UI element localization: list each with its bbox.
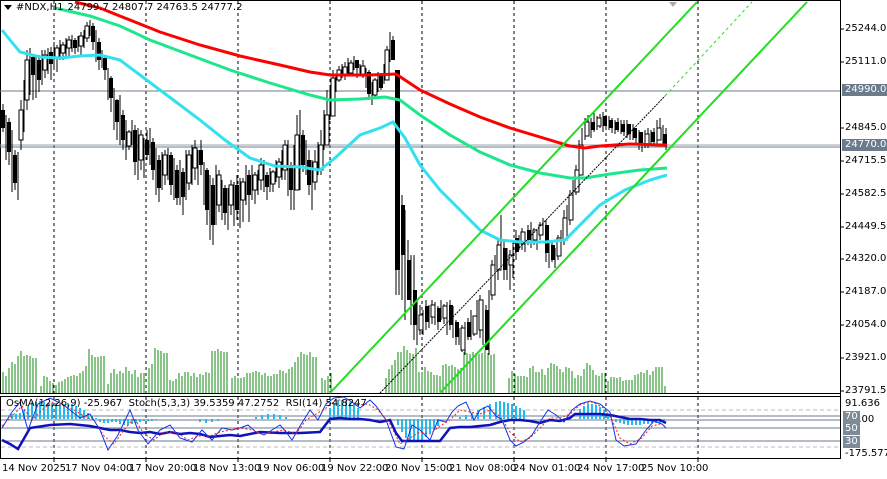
channel-middle-line <box>379 95 666 394</box>
price-label: 24715.5 <box>845 155 887 166</box>
ma-cyan-line[interactable] <box>0 29 668 244</box>
time-label: 24 Nov 01:00 <box>513 463 581 474</box>
time-label: 17 Nov 04:00 <box>65 463 133 474</box>
price-label: 24320.0 <box>845 253 887 264</box>
volume-bars <box>2 346 666 393</box>
price-label: 25244.0 <box>845 23 887 34</box>
osc-axis-bottom: -175.577 <box>845 448 887 459</box>
price-label: 23791.5 <box>845 385 887 396</box>
level-tag-70: 70 <box>843 411 860 423</box>
time-axis-ticks <box>53 458 699 462</box>
rsi-label: RSI(14) 54.8247 <box>285 398 367 409</box>
ohlc-values: 24799.7 24807.7 24763.5 24777.2 <box>67 2 243 13</box>
collapse-triangle-icon[interactable] <box>4 5 12 10</box>
time-label: 14 Nov 2025 <box>2 463 67 474</box>
time-label: 20 Nov 15:00 <box>385 463 453 474</box>
indicator-legend: OsMA(12,26,9) -25.967 Stoch(5,3,3) 39.53… <box>6 398 367 409</box>
chart-shift-marker-icon[interactable] <box>669 2 677 7</box>
candle-bodies <box>1 25 667 351</box>
level-tag-50: 50 <box>843 423 860 435</box>
chart-title-bar: #NDX,H1 24799.7 24807.7 24763.5 24777.2 <box>4 2 242 13</box>
price-label: 24449.5 <box>845 221 887 232</box>
time-label: 21 Nov 08:00 <box>449 463 517 474</box>
price-label: 25111.0 <box>845 56 887 67</box>
price-label: 24054.0 <box>845 319 887 330</box>
time-label: 25 Nov 10:00 <box>641 463 709 474</box>
level-tag-24770[interactable]: 24770.0 <box>842 139 887 151</box>
rsi-line <box>1 412 667 451</box>
time-label: 19 Nov 06:00 <box>257 463 325 474</box>
ma-green-line[interactable] <box>54 6 668 180</box>
time-label: 17 Nov 20:00 <box>129 463 197 474</box>
price-axis-ticks <box>840 28 844 392</box>
price-label: 23921.0 <box>845 352 887 363</box>
osc-axis-zero: 0.00 <box>852 414 875 425</box>
osma-label: OsMA(12,26,9) -25.967 <box>6 398 123 409</box>
symbol-label: #NDX,H1 <box>16 2 64 13</box>
stoch-main-line <box>1 396 667 452</box>
time-label: 19 Nov 22:00 <box>321 463 389 474</box>
time-label: 18 Nov 13:00 <box>193 463 261 474</box>
price-label: 24845.0 <box>845 122 887 133</box>
period-separators <box>53 1 699 458</box>
regression-channel[interactable] <box>329 1 808 394</box>
stoch-label: Stoch(5,3,3) 39.5359 47.2752 <box>128 398 280 409</box>
price-label: 24187.0 <box>845 286 887 297</box>
level-tag-24990[interactable]: 24990.0 <box>842 84 887 96</box>
ma-red-line[interactable] <box>74 0 667 150</box>
level-tag-30: 30 <box>843 436 860 448</box>
osc-axis-top: 91.636 <box>845 398 880 409</box>
time-label: 24 Nov 17:00 <box>577 463 645 474</box>
price-label: 24582.5 <box>845 188 887 199</box>
